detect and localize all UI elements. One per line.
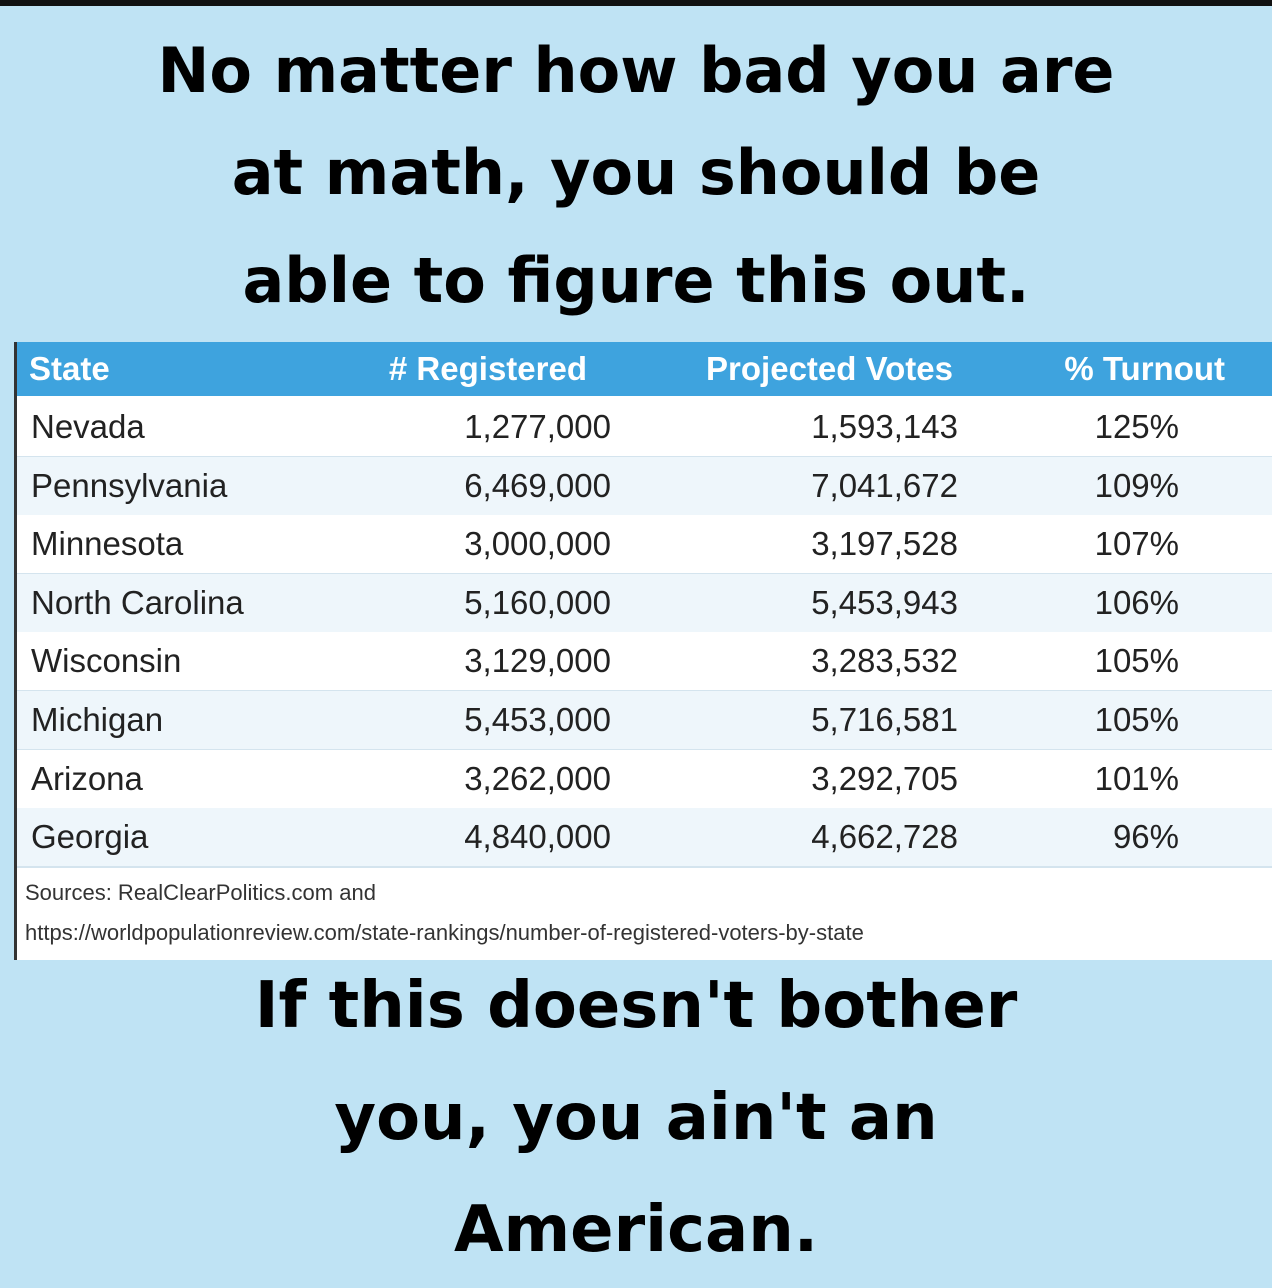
table-cell: Wisconsin bbox=[31, 642, 182, 680]
table-cell: 3,292,705 bbox=[811, 759, 958, 797]
table-row: Arizona 3,262,000 3,292,705 101% bbox=[17, 749, 1272, 810]
table-row: North Carolina 5,160,000 5,453,943 106% bbox=[17, 573, 1272, 634]
table-cell: Georgia bbox=[31, 818, 149, 856]
table-cell: 125% bbox=[1094, 408, 1179, 445]
table-cell: 6,469,000 bbox=[464, 466, 611, 504]
table: State # Registered Projected Votes % Turnou… bbox=[14, 342, 1272, 960]
table-cell: 101% bbox=[1094, 759, 1179, 797]
table-cell: 1,277,000 bbox=[464, 408, 611, 445]
table-row: Minnesota 3,000,000 3,197,528 107% bbox=[17, 515, 1272, 576]
table-cell: 5,160,000 bbox=[464, 583, 611, 621]
table-cell: 107% bbox=[1094, 525, 1179, 563]
table-cell: Michigan bbox=[31, 701, 164, 738]
source-text: https://worldpopulationreview.com/state-… bbox=[25, 920, 864, 945]
table-cell: 3,197,528 bbox=[811, 525, 958, 563]
footer-line: American. bbox=[453, 1193, 819, 1267]
table-row: Nevada 1,277,000 1,593,143 125% bbox=[17, 398, 1272, 458]
table-cell: 5,453,943 bbox=[811, 583, 958, 621]
footer-line: If this doesn't bother bbox=[254, 969, 1018, 1043]
table-row: Pennsylvania 6,469,000 7,041,672 109% bbox=[17, 456, 1272, 517]
column-header: % Turnout bbox=[1064, 350, 1225, 387]
header-line: No matter how bad you are bbox=[157, 34, 1115, 107]
table-cell: 3,283,532 bbox=[811, 642, 958, 680]
table-row: Georgia 4,840,000 4,662,728 96% bbox=[17, 808, 1272, 869]
table-cell: 3,000,000 bbox=[464, 525, 611, 563]
footer-line: you, you ain't an bbox=[334, 1081, 938, 1155]
table-row: Wisconsin 3,129,000 3,283,532 105% bbox=[17, 632, 1272, 693]
column-header: # Registered bbox=[388, 350, 587, 387]
table-cell: 105% bbox=[1094, 701, 1179, 738]
table-cell: Minnesota bbox=[31, 525, 184, 563]
table-row: Michigan 5,453,000 5,716,581 105% bbox=[17, 691, 1272, 751]
table-cell: North Carolina bbox=[31, 583, 244, 621]
table-cell: 7,041,672 bbox=[811, 466, 958, 504]
table-cell: 109% bbox=[1094, 466, 1179, 504]
table-cell: 5,716,581 bbox=[811, 701, 958, 738]
table-cell: 3,129,000 bbox=[464, 642, 611, 680]
table-cell: 4,840,000 bbox=[464, 818, 611, 856]
header-line: at math, you should be bbox=[231, 136, 1041, 209]
header-row: State # Registered Projected Votes % Turnou… bbox=[17, 342, 1272, 396]
column-header: State bbox=[29, 350, 110, 387]
header-line: able to figure this out. bbox=[242, 244, 1030, 317]
source-text: Sources: RealClearPolitics.com and bbox=[25, 880, 376, 905]
table-cell: 106% bbox=[1094, 583, 1179, 621]
table-cell: 5,453,000 bbox=[464, 701, 611, 738]
table-cell: 105% bbox=[1094, 642, 1179, 680]
table-cell: Pennsylvania bbox=[31, 466, 228, 504]
table-cell: 3,262,000 bbox=[464, 759, 611, 797]
table-cell: Arizona bbox=[31, 759, 143, 797]
table-cell: 96% bbox=[1112, 818, 1179, 856]
column-header: Projected Votes bbox=[706, 350, 953, 387]
table-cell: 4,662,728 bbox=[811, 818, 958, 856]
table-cell: 1,593,143 bbox=[811, 408, 958, 445]
table-cell: Nevada bbox=[31, 408, 145, 445]
